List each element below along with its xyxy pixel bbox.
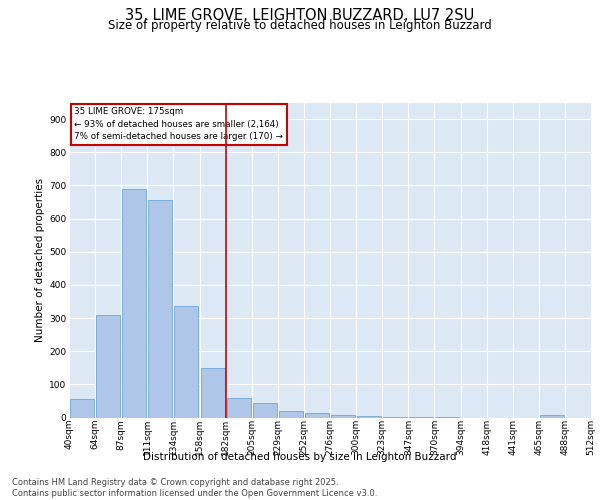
Bar — [279, 411, 303, 418]
Bar — [540, 415, 564, 418]
Text: 35 LIME GROVE: 175sqm
← 93% of detached houses are smaller (2,164)
7% of semi-de: 35 LIME GROVE: 175sqm ← 93% of detached … — [74, 107, 283, 141]
Text: Size of property relative to detached houses in Leighton Buzzard: Size of property relative to detached ho… — [108, 18, 492, 32]
Bar — [305, 412, 329, 418]
Bar — [96, 314, 120, 418]
Bar — [227, 398, 251, 417]
Bar — [383, 416, 407, 418]
Bar — [200, 368, 224, 418]
Bar — [175, 306, 199, 418]
Text: Contains HM Land Registry data © Crown copyright and database right 2025.
Contai: Contains HM Land Registry data © Crown c… — [12, 478, 377, 498]
Bar — [409, 417, 433, 418]
Text: Distribution of detached houses by size in Leighton Buzzard: Distribution of detached houses by size … — [143, 452, 457, 462]
Bar — [70, 400, 94, 417]
Bar — [357, 416, 381, 418]
Bar — [331, 415, 355, 418]
Bar — [148, 200, 172, 418]
Text: 35, LIME GROVE, LEIGHTON BUZZARD, LU7 2SU: 35, LIME GROVE, LEIGHTON BUZZARD, LU7 2S… — [125, 8, 475, 22]
Bar — [122, 188, 146, 418]
Y-axis label: Number of detached properties: Number of detached properties — [35, 178, 45, 342]
Bar — [253, 402, 277, 417]
